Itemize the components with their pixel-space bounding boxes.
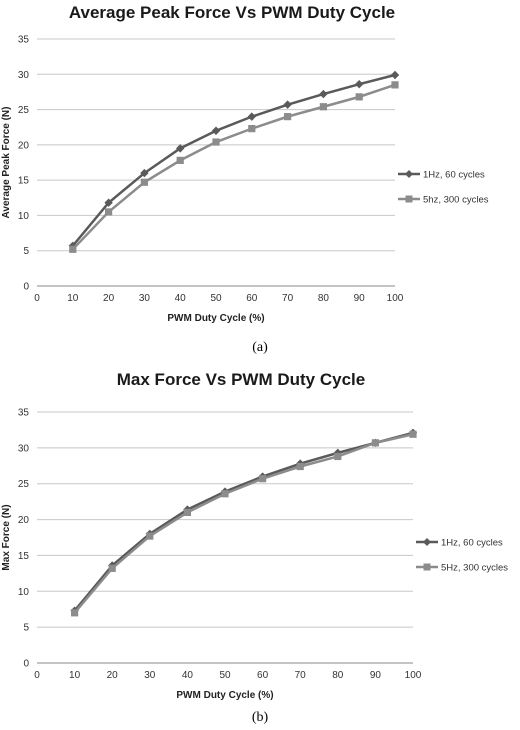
legend-marker-square: [405, 195, 413, 203]
data-point-square: [108, 564, 116, 572]
y-tick-label: 25: [18, 479, 30, 490]
data-point-diamond: [104, 198, 113, 207]
data-point-square: [355, 93, 363, 101]
x-tick-label: 90: [370, 670, 382, 681]
figure-caption-b: (b): [251, 710, 269, 725]
x-tick-label: 50: [219, 670, 231, 681]
y-tick-label: 20: [18, 515, 30, 526]
data-point-square: [176, 156, 184, 164]
y-tick-label: 15: [18, 551, 30, 562]
data-point-diamond: [283, 100, 292, 109]
x-tick-label: 90: [354, 293, 366, 304]
series-line-1: [73, 431, 414, 612]
y-axis-label: Average Peak Force (N): [1, 107, 12, 219]
legend-label-1: 1Hz, 60 cycles: [423, 170, 485, 181]
series-line-2: [71, 83, 396, 251]
x-tick-label: 80: [332, 670, 344, 681]
y-tick-label: 35: [18, 408, 30, 419]
data-point-square: [146, 532, 154, 540]
chart-average-peak-force: Average Peak Force Vs PWM Duty Cycle 0 5 10…: [1, 3, 489, 324]
data-point-diamond: [211, 126, 221, 135]
x-tick-label: 40: [175, 293, 187, 304]
data-point-square: [284, 113, 292, 121]
y-tick-label: 30: [18, 443, 30, 454]
y-tick-label: 15: [18, 176, 30, 187]
x-tick-label: 60: [246, 293, 258, 304]
x-tick-label: 0: [34, 293, 40, 304]
chart-title: Average Peak Force Vs PWM Duty Cycle: [69, 3, 395, 22]
y-tick-label: 20: [18, 140, 30, 151]
chart-title: Max Force Vs PWM Duty Cycle: [117, 370, 365, 389]
legend-marker-diamond: [423, 538, 431, 546]
y-tick-label: 25: [18, 105, 30, 116]
figure-caption-a: (a): [252, 340, 268, 355]
x-tick-label: 60: [257, 670, 269, 681]
data-point-square: [391, 81, 399, 89]
data-point-diamond: [390, 70, 400, 80]
x-axis-label: PWM Duty Cycle (%): [167, 313, 264, 324]
y-tick-label: 30: [18, 70, 30, 81]
x-tick-label: 20: [103, 293, 115, 304]
x-tick-label: 40: [182, 670, 194, 681]
legend-label-1: 1Hz, 60 cycles: [441, 538, 503, 549]
y-tick-label: 0: [23, 659, 29, 670]
legend-marker-diamond: [405, 170, 413, 178]
data-point-square: [212, 138, 220, 146]
data-point-diamond: [319, 89, 328, 99]
data-point-diamond: [247, 112, 256, 121]
x-axis-label: PWM Duty Cycle (%): [176, 690, 273, 701]
data-point-square: [140, 178, 148, 186]
data-point-square: [319, 103, 327, 111]
x-tick-label: 0: [34, 670, 40, 681]
data-point-diamond: [176, 144, 185, 153]
x-tick-label: 30: [144, 670, 156, 681]
data-point-square: [105, 208, 113, 216]
x-tick-label: 20: [107, 670, 119, 681]
y-tick-label: 35: [18, 35, 30, 46]
y-tick-label: 10: [18, 211, 30, 222]
y-axis-label: Max Force (N): [1, 504, 12, 570]
data-point-square: [334, 452, 342, 461]
x-tick-label: 10: [69, 670, 81, 681]
data-point-square: [296, 462, 304, 471]
x-tick-label: 30: [139, 293, 151, 304]
y-tick-label: 5: [23, 246, 29, 257]
data-point-diamond: [140, 168, 149, 178]
data-point-square: [248, 125, 256, 133]
x-tick-label: 70: [295, 670, 307, 681]
data-point-square: [409, 430, 417, 438]
x-tick-label: 80: [318, 293, 330, 304]
data-point-square: [183, 508, 191, 516]
legend-marker-square: [423, 563, 431, 571]
series-line-2: [73, 433, 414, 614]
data-point-square: [69, 245, 77, 253]
x-tick-label: 10: [67, 293, 79, 304]
x-tick-label: 100: [405, 670, 422, 681]
data-point-diamond: [355, 79, 364, 89]
chart-max-force: Max Force Vs PWM Duty Cycle 0 5 10 15 20 25 30 3…: [1, 370, 508, 701]
x-tick-label: 100: [387, 293, 404, 304]
data-point-square: [221, 490, 229, 498]
y-tick-label: 10: [18, 587, 30, 598]
series-line-1: [71, 73, 396, 247]
x-tick-label: 70: [282, 293, 294, 304]
legend-label-2: 5hz, 300 cycles: [423, 195, 489, 206]
data-point-square: [259, 475, 267, 483]
data-point-square: [371, 439, 379, 447]
data-point-square: [71, 609, 79, 617]
y-tick-label: 5: [23, 623, 29, 634]
y-tick-label: 0: [23, 282, 29, 293]
legend-label-2: 5Hz, 300 cycles: [441, 563, 508, 574]
x-tick-label: 50: [210, 293, 222, 304]
